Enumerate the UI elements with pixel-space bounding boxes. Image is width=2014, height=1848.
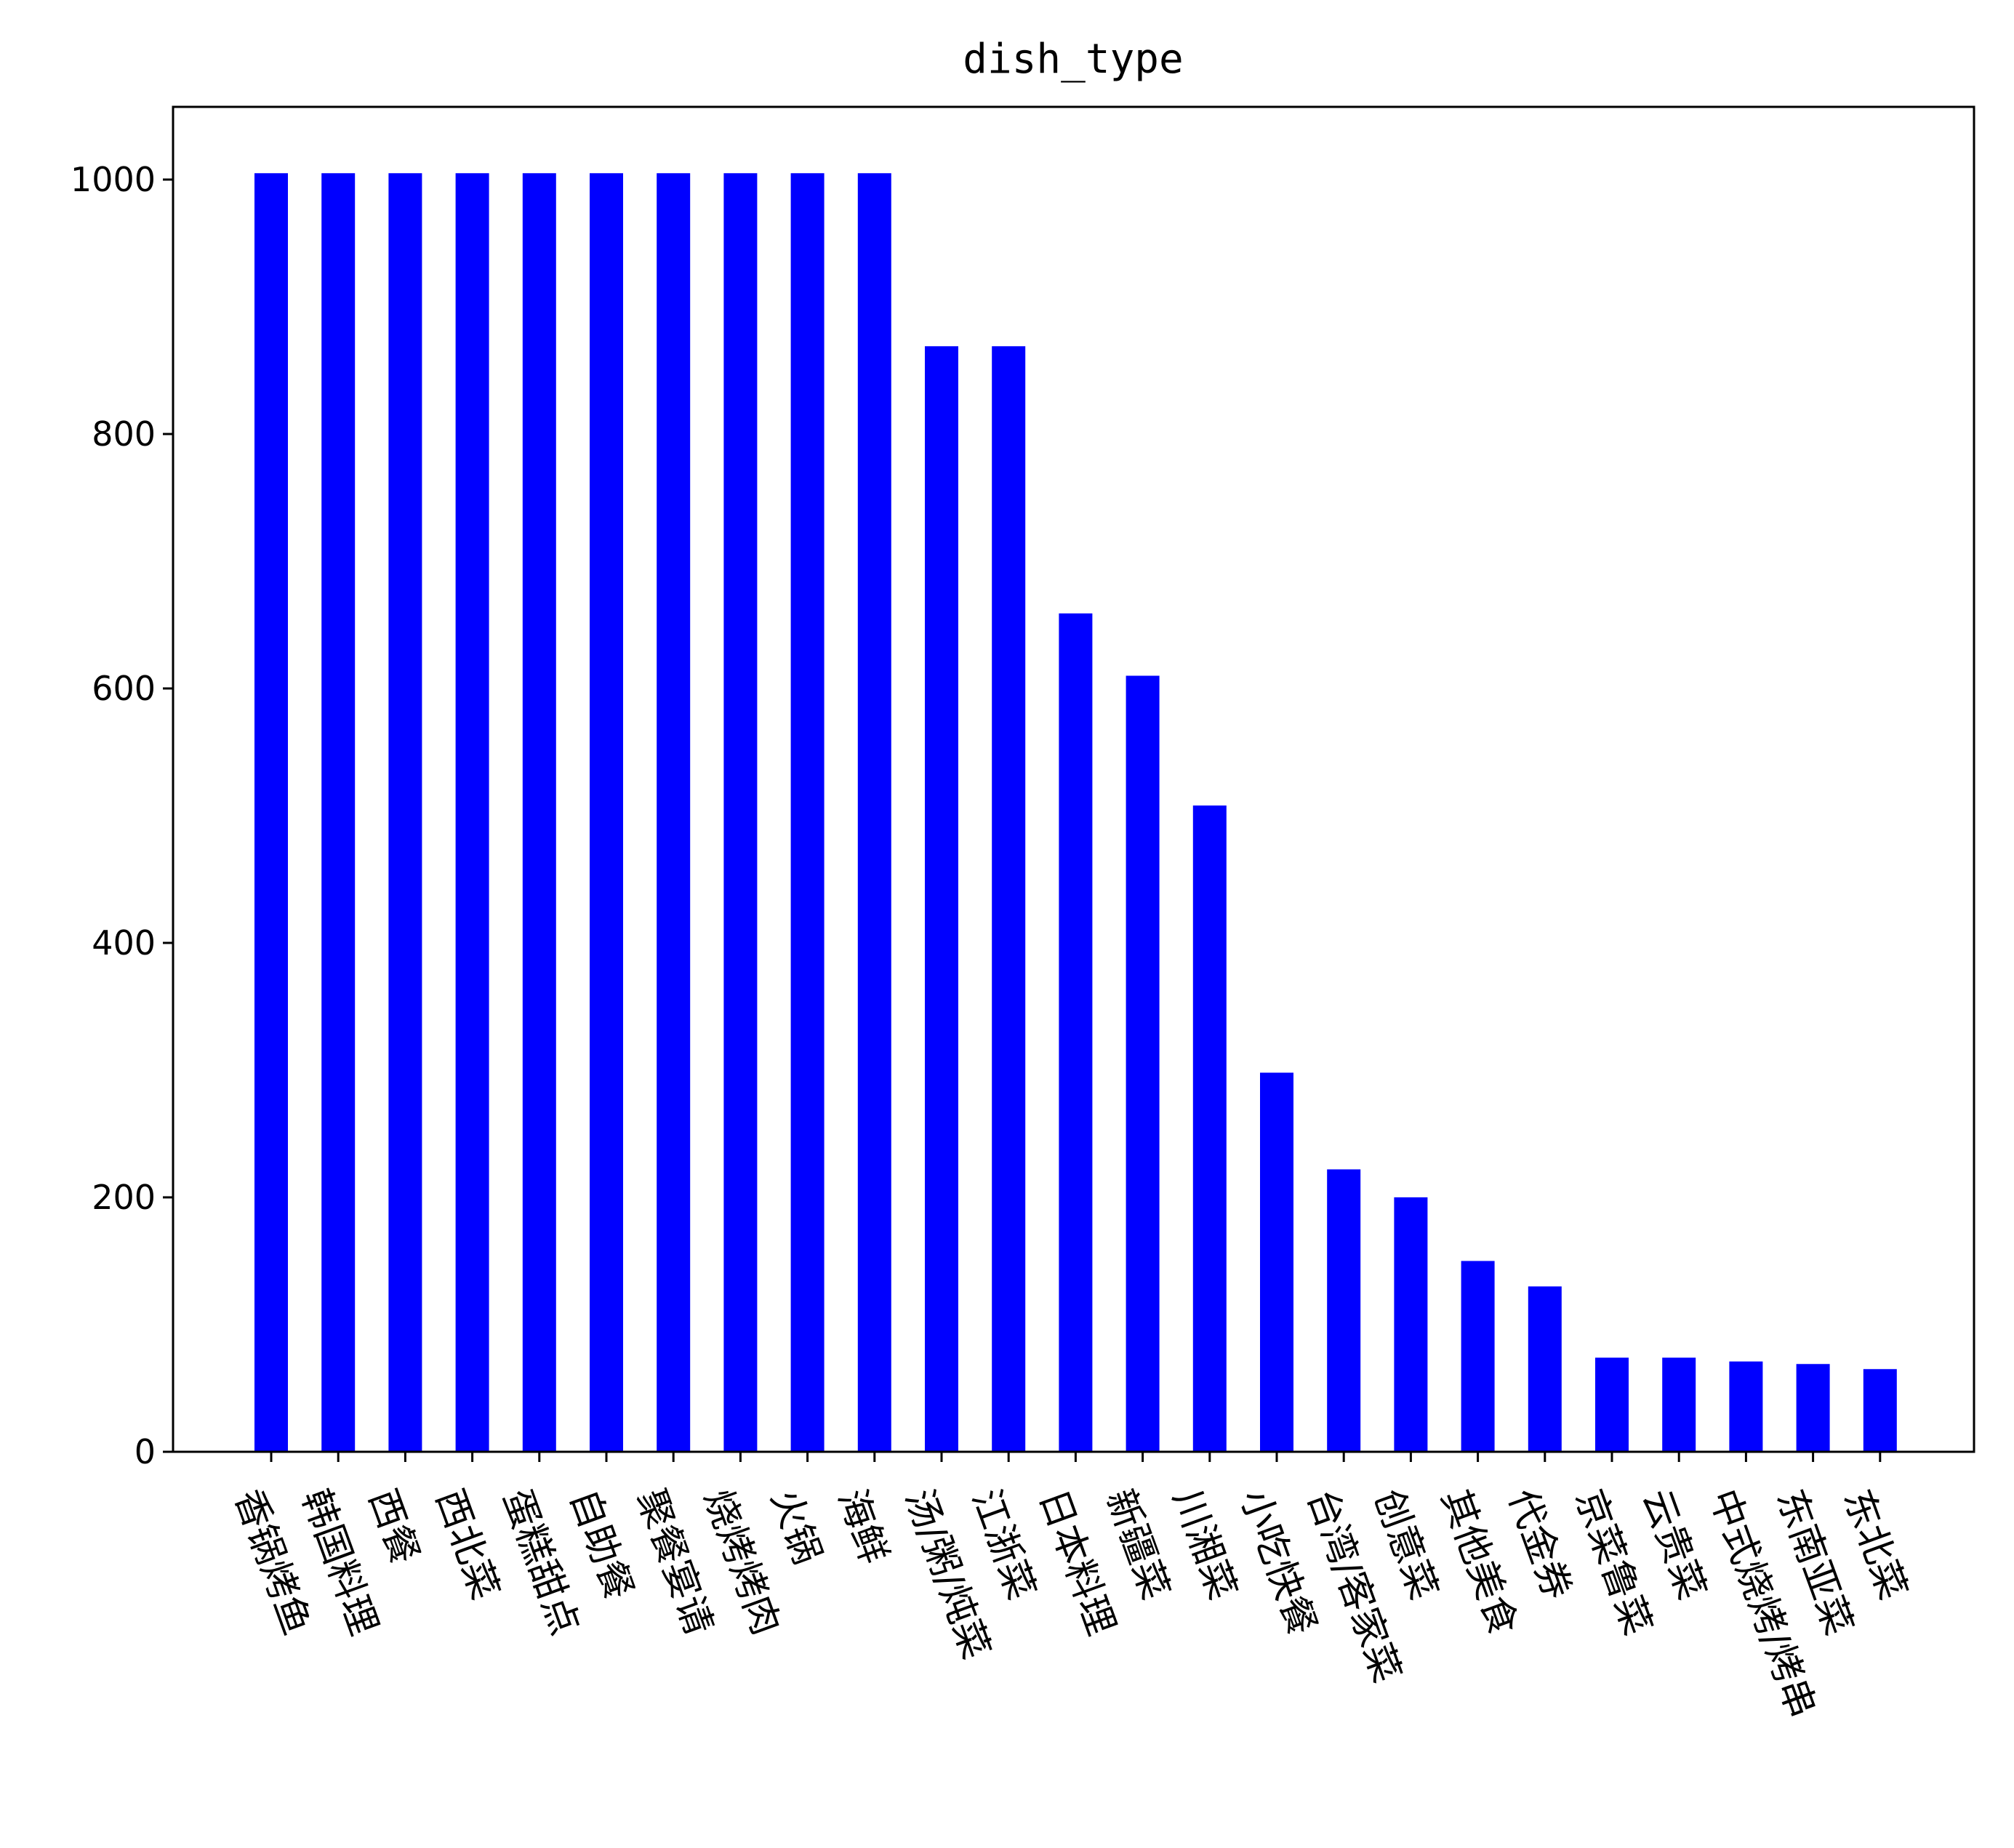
x-tick-label: 火锅 xyxy=(762,1484,829,1570)
bar xyxy=(1260,1072,1293,1452)
bar xyxy=(1863,1369,1897,1452)
bar xyxy=(1662,1357,1696,1452)
x-tick-label: 西餐 xyxy=(360,1484,427,1570)
bar xyxy=(1059,613,1093,1452)
bar xyxy=(1528,1286,1562,1452)
bar xyxy=(254,173,288,1452)
bar xyxy=(790,173,825,1452)
bar xyxy=(1796,1364,1830,1452)
bar xyxy=(455,173,489,1452)
x-tick-label: 海鲜 xyxy=(830,1484,896,1570)
bar xyxy=(1595,1357,1629,1452)
bar xyxy=(590,173,623,1452)
y-tick-label: 1000 xyxy=(71,160,156,199)
bars-group xyxy=(254,173,1897,1452)
bar xyxy=(1192,806,1227,1452)
y-tick-label: 800 xyxy=(92,414,156,454)
bar xyxy=(1394,1197,1428,1452)
bar xyxy=(388,173,422,1452)
y-tick-label: 400 xyxy=(92,923,156,963)
bar xyxy=(857,173,891,1452)
bar xyxy=(723,173,758,1452)
bar xyxy=(925,346,958,1452)
x-tick-label: 西北菜 xyxy=(427,1484,507,1605)
chart-title: dish_type xyxy=(963,36,1183,83)
y-tick-label: 600 xyxy=(92,669,156,708)
bar xyxy=(1327,1169,1361,1452)
plot-frame xyxy=(172,105,1975,1453)
y-axis-ticks: 0 200 400 600 800 1000 xyxy=(71,160,173,1471)
bar xyxy=(992,346,1026,1452)
bar xyxy=(522,173,556,1452)
bar xyxy=(1126,675,1160,1452)
y-tick-label: 0 xyxy=(135,1432,156,1471)
y-tick-label: 200 xyxy=(92,1178,156,1217)
bar xyxy=(321,173,356,1452)
bar xyxy=(657,173,691,1452)
bar xyxy=(1461,1261,1495,1452)
bar xyxy=(1729,1361,1763,1452)
